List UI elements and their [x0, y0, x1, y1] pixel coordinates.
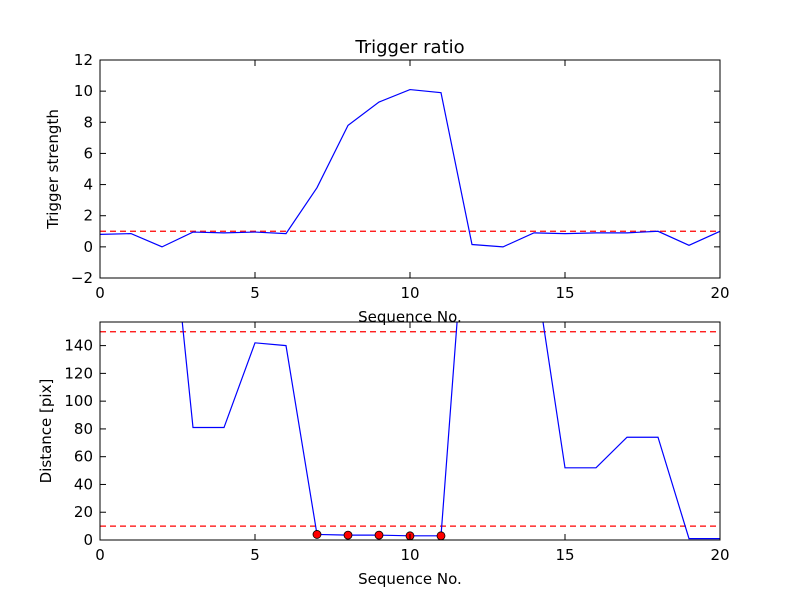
x-tick-label: 10: [400, 284, 419, 302]
data-point-marker: [374, 530, 384, 540]
y-tick-label: 40: [74, 475, 93, 493]
data-point-marker: [436, 531, 446, 540]
chart-title: Trigger ratio: [354, 37, 464, 58]
data-point-marker: [343, 530, 353, 540]
x-tick-label: 5: [250, 284, 260, 302]
x-axis-label: Sequence No.: [358, 570, 462, 588]
x-tick-label: 10: [400, 546, 419, 564]
y-axis-label: Distance [pix]: [37, 379, 55, 484]
x-tick-label: 20: [710, 284, 729, 302]
series-line: [100, 88, 720, 248]
x-tick-label: 15: [555, 546, 574, 564]
y-tick-label: 2: [83, 207, 93, 225]
x-tick-label: 0: [95, 284, 105, 302]
y-tick-label: 140: [64, 337, 93, 355]
y-tick-label: 20: [74, 503, 93, 521]
x-tick-label: 5: [250, 546, 260, 564]
y-tick-label: 100: [64, 392, 93, 410]
x-tick-label: 15: [555, 284, 574, 302]
y-tick-label: 80: [74, 420, 93, 438]
y-tick-label: 12: [74, 51, 93, 69]
y-tick-label: 60: [74, 448, 93, 466]
distance-chart: 0 5 10 15 20 0 20 40 60 80 100 120 140 Sequence No.…: [37, 321, 730, 588]
x-tick-label: 20: [710, 546, 729, 564]
x-tick-label: 0: [95, 546, 105, 564]
data-point-marker: [312, 530, 322, 539]
y-axis-label: Trigger strength: [44, 109, 62, 230]
y-tick-label: 10: [74, 82, 93, 100]
y-tick-label: 8: [83, 113, 93, 131]
y-tick-label: 120: [64, 364, 93, 382]
y-tick-label: 6: [83, 144, 93, 162]
y-tick-label: 0: [83, 238, 93, 256]
y-tick-label: 4: [83, 176, 93, 194]
y-tick-label: −2: [71, 269, 93, 287]
y-tick-label: 0: [83, 531, 93, 549]
